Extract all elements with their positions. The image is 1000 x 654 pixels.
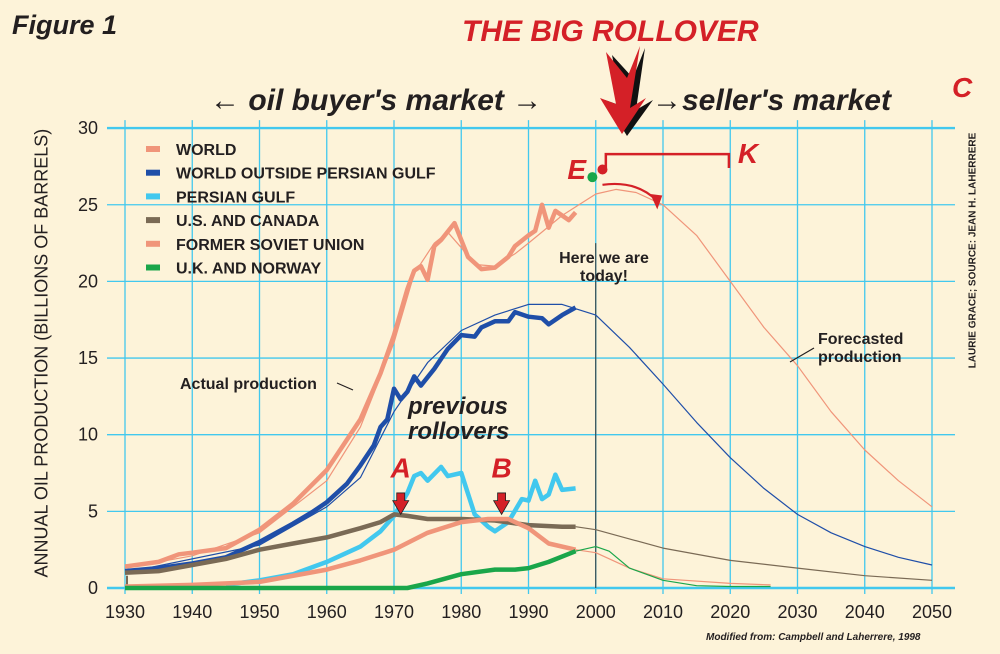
legend-label: U.S. AND CANADA <box>176 213 320 230</box>
rollover-letter-b: B <box>491 453 511 484</box>
legend-label: WORLD OUTSIDE PERSIAN GULF <box>176 166 436 183</box>
x-tick-label: 2040 <box>845 602 885 622</box>
legend-label: WORLD <box>176 142 236 159</box>
legend-label: FORMER SOVIET UNION <box>176 237 364 254</box>
y-tick-label: 0 <box>88 578 98 598</box>
x-tick-label: 2050 <box>912 602 952 622</box>
green-dot-marker <box>587 172 598 183</box>
legend-swatch <box>146 169 160 176</box>
series-line-u-s-and-canada <box>124 512 576 575</box>
previous-rollovers-label: rollovers <box>408 418 509 445</box>
seller-text: seller's market <box>682 84 891 117</box>
chart-title: THE BIG ROLLOVER <box>462 15 759 48</box>
legend-swatch <box>146 240 160 247</box>
series-line-world <box>124 202 578 569</box>
seller-market-label: →seller's market <box>652 84 891 117</box>
actual-production-label: Actual production <box>180 376 317 393</box>
x-tick-label: 1960 <box>307 602 347 622</box>
legend-swatch <box>146 217 160 224</box>
today-label: today! <box>580 268 628 285</box>
x-tick-label: 2030 <box>777 602 817 622</box>
series-line-persian-gulf <box>225 464 576 588</box>
x-tick-label: 1930 <box>105 602 145 622</box>
y-tick-label: 5 <box>88 501 98 521</box>
y-tick-label: 30 <box>78 118 98 138</box>
series-line-u-k-and-norway-forecast <box>575 546 771 588</box>
curve-arrowhead-icon <box>650 194 663 210</box>
x-tick-label: 1990 <box>508 602 548 622</box>
annotation-leader <box>336 382 354 391</box>
x-tick-label: 1950 <box>239 602 279 622</box>
today-label: Here we are <box>559 250 649 267</box>
forecasted-label: production <box>818 349 902 366</box>
legend-label: PERSIAN GULF <box>176 189 295 206</box>
figure-label: Figure 1 <box>12 10 118 40</box>
legend-swatch <box>146 264 160 271</box>
y-tick-label: 10 <box>78 425 98 445</box>
point-e-label: E <box>567 154 587 185</box>
k-bracket <box>604 152 731 168</box>
big-arrow-icon <box>600 46 646 134</box>
x-tick-label: 1980 <box>441 602 481 622</box>
previous-rollovers-label: previous <box>407 393 508 420</box>
series-line-world-outside-persian-gulf <box>124 305 577 574</box>
series-line-u-k-and-norway <box>125 549 577 591</box>
x-tick-label: 2000 <box>576 602 616 622</box>
rollover-letter-a: A <box>390 453 411 484</box>
legend-swatch <box>146 193 160 200</box>
x-tick-label: 2020 <box>710 602 750 622</box>
y-tick-label: 20 <box>78 271 98 291</box>
legend-swatch <box>146 146 160 152</box>
y-tick-label: 15 <box>78 348 98 368</box>
x-tick-label: 2010 <box>643 602 683 622</box>
corner-letter: C <box>952 72 973 103</box>
buyer-market-label: ← oil buyer's market → <box>210 84 543 117</box>
rollover-arrow-icon <box>492 492 511 516</box>
forecasted-label: Forecasted <box>818 331 903 348</box>
x-tick-label: 1970 <box>374 602 414 622</box>
y-tick-label: 25 <box>78 195 98 215</box>
x-tick-label: 1940 <box>172 602 212 622</box>
source-note: Modified from: Campbell and Laherrere, 1… <box>706 632 921 643</box>
annotation-leader <box>789 347 815 363</box>
series-line-former-soviet-union <box>124 516 577 589</box>
rollover-arrow-icon <box>392 492 410 516</box>
legend-label: U.K. AND NORWAY <box>176 261 322 278</box>
buyer-text: oil buyer's market <box>248 84 504 117</box>
series-line-u-s-and-canada-forecast <box>575 526 933 581</box>
point-k-label: K <box>738 138 760 169</box>
series-line-former-soviet-union-forecast <box>575 549 771 586</box>
series-line-world-outside-persian-gulf-forecast <box>124 303 933 574</box>
